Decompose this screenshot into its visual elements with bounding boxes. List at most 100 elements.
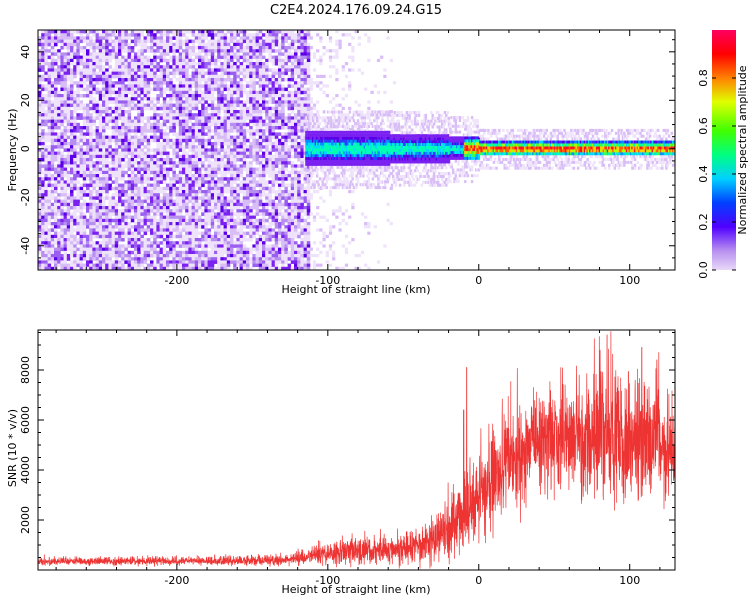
- heatmap-cell: [89, 106, 93, 111]
- heatmap-cell: [54, 42, 58, 47]
- heatmap-cell: [220, 241, 224, 245]
- heatmap-cell: [82, 151, 87, 156]
- heatmap-cell: [185, 113, 189, 117]
- heatmap-cell: [105, 55, 109, 60]
- heatmap-cell: [242, 212, 247, 216]
- heatmap-cell: [102, 231, 106, 236]
- heatmap-cell: [191, 58, 196, 63]
- heatmap-cell: [220, 62, 224, 66]
- heatmap-cell: [230, 148, 234, 152]
- heatmap-cell: [44, 74, 48, 79]
- heatmap-cell: [265, 110, 269, 114]
- heatmap-cell: [239, 81, 244, 85]
- heatmap-cell: [41, 100, 45, 104]
- heatmap-cell: [44, 58, 48, 63]
- heatmap-cell: [143, 174, 148, 178]
- heatmap-cell: [258, 238, 263, 242]
- heatmap-cell: [258, 30, 263, 34]
- heatmap-cell: [47, 209, 52, 213]
- heatmap-cell: [124, 126, 128, 130]
- heatmap-cell: [124, 103, 128, 108]
- heatmap-cell: [130, 74, 135, 79]
- heatmap-cell: [60, 241, 64, 245]
- heatmap-cell: [169, 186, 173, 191]
- heatmap-cell: [249, 87, 253, 92]
- heatmap-cell: [242, 151, 247, 156]
- heatmap-cell: [258, 186, 263, 191]
- heatmap-cell: [108, 196, 112, 200]
- heatmap-cell: [134, 119, 138, 124]
- heatmap-cell: [89, 52, 93, 56]
- heatmap-cell: [262, 247, 266, 252]
- heatmap-cell: [50, 132, 55, 136]
- heatmap-cell: [236, 190, 240, 194]
- heatmap-cell: [121, 39, 125, 44]
- heatmap-cell: [166, 199, 170, 204]
- heatmap-cell: [111, 87, 116, 92]
- heatmap-cell: [124, 196, 128, 200]
- heatmap-cell: [246, 190, 250, 194]
- heatmap-cell: [140, 206, 144, 210]
- heatmap-cell: [66, 97, 71, 101]
- heatmap-cell: [226, 52, 231, 56]
- heatmap-cell: [172, 244, 176, 248]
- heatmap-cell: [130, 55, 135, 60]
- heatmap-cell: [204, 138, 208, 143]
- heatmap-cell: [188, 180, 192, 184]
- heatmap-cell: [185, 234, 189, 239]
- heatmap-cell: [191, 257, 196, 261]
- heatmap-cell: [258, 46, 263, 50]
- heatmap-cell: [242, 193, 247, 197]
- heatmap-cell: [188, 254, 192, 258]
- heatmap-cell: [89, 222, 93, 226]
- heatmap-cell: [73, 94, 77, 98]
- heatmap-cell: [146, 103, 151, 108]
- heatmap-cell: [223, 113, 228, 117]
- heatmap-cell: [143, 46, 148, 50]
- heatmap-cell: [95, 39, 100, 44]
- heatmap-cell: [76, 174, 80, 178]
- heatmap-cell: [63, 260, 68, 264]
- heatmap-cell: [137, 270, 141, 274]
- heatmap-cell: [82, 106, 87, 111]
- heatmap-cell: [166, 174, 170, 178]
- heatmap-cell: [182, 234, 186, 239]
- heatmap-cell: [108, 106, 112, 111]
- heatmap-cell: [159, 151, 164, 156]
- heatmap-cell: [233, 186, 237, 191]
- heatmap-cell: [182, 170, 186, 175]
- heatmap-cell: [105, 122, 109, 127]
- heatmap-cell: [63, 234, 68, 239]
- heatmap-cell: [92, 225, 96, 229]
- heatmap-cell: [242, 49, 247, 53]
- heatmap-cell: [89, 142, 93, 146]
- heatmap-cell: [38, 103, 42, 108]
- heatmap-cell: [102, 84, 106, 88]
- heatmap-cell: [258, 138, 263, 143]
- heatmap-cell: [226, 151, 231, 156]
- heatmap-cell: [57, 33, 61, 37]
- heatmap-cell: [105, 58, 109, 63]
- heatmap-cell: [76, 238, 80, 242]
- heatmap-cell: [249, 177, 253, 181]
- heatmap-cell: [79, 106, 84, 111]
- heatmap-cell: [92, 234, 96, 239]
- heatmap-cell: [214, 266, 218, 270]
- heatmap-cell: [166, 158, 170, 162]
- heatmap-cell: [258, 263, 263, 268]
- heatmap-cell: [146, 196, 151, 200]
- heatmap-cell: [159, 58, 164, 63]
- heatmap-cell: [92, 90, 96, 95]
- heatmap-cell: [66, 180, 71, 184]
- heatmap-cell: [230, 68, 234, 72]
- heatmap-cell: [44, 183, 48, 188]
- heatmap-cell: [242, 68, 247, 72]
- heatmap-cell: [54, 215, 58, 220]
- heatmap-cell: [172, 42, 176, 47]
- heatmap-cell: [60, 164, 64, 168]
- heatmap-cell: [271, 94, 276, 98]
- heatmap-cell: [114, 42, 119, 47]
- heatmap-cell: [175, 225, 180, 229]
- heatmap-cell: [172, 132, 176, 136]
- heatmap-cell: [201, 180, 205, 184]
